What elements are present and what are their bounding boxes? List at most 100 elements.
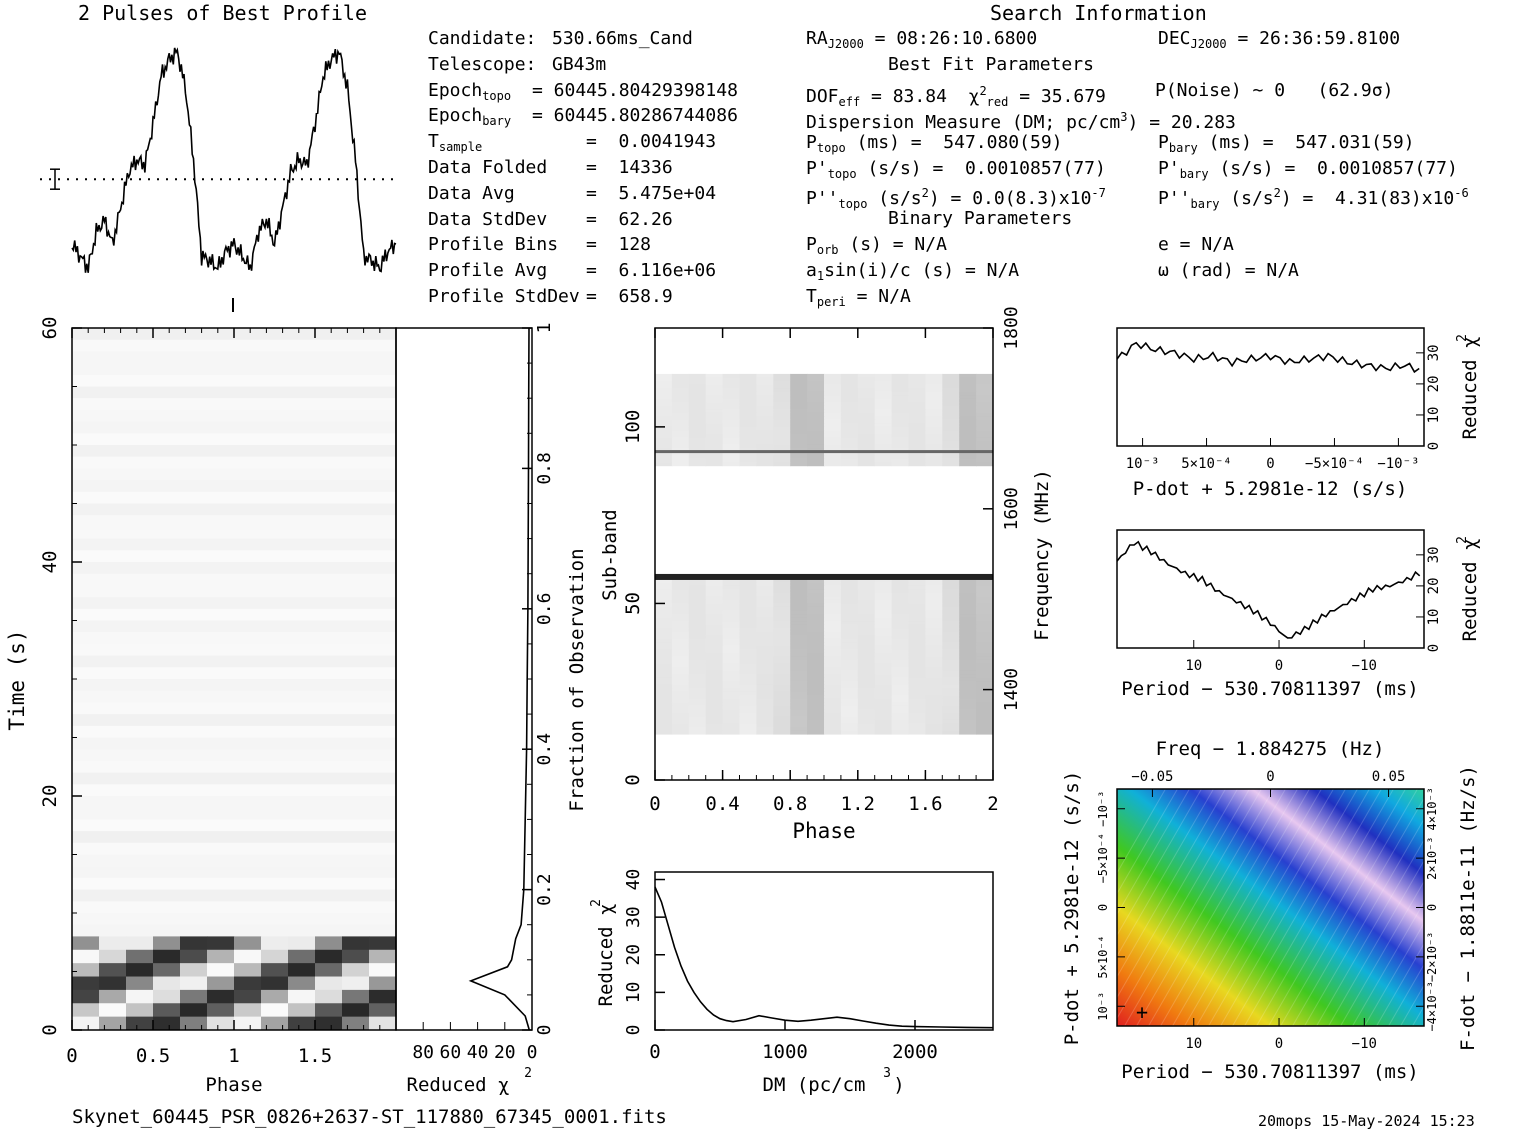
sb-cell [942, 635, 960, 640]
period-chi-curve [1116, 540, 1421, 639]
sb-cell [756, 380, 774, 385]
sb-cell [891, 419, 909, 424]
sb-cell [959, 670, 977, 675]
sb-cell [942, 691, 960, 696]
sb-cell [739, 377, 757, 382]
sb-cell [925, 599, 943, 604]
sb-cell [790, 674, 808, 679]
sb-cell [942, 723, 960, 728]
sb-cell [908, 624, 926, 629]
info-key: T [428, 131, 439, 153]
sb-cell [824, 444, 842, 449]
dm-ylabel: Reduced χ [595, 904, 617, 1007]
sb-cell [959, 712, 977, 717]
sb-cell [857, 395, 876, 400]
info-value: = 62.26 [586, 208, 673, 230]
sb-cell [874, 388, 893, 393]
sb-cell [756, 631, 774, 636]
sb-cell [655, 451, 673, 456]
sb-cell [891, 423, 909, 428]
sb-cell [688, 617, 707, 622]
sb-cell [824, 578, 842, 583]
y-tick-label: 0 [39, 1024, 61, 1035]
sb-cell [739, 649, 757, 654]
tp-band-cell [207, 963, 235, 978]
sb-cell [756, 592, 774, 597]
sb-cell [976, 610, 994, 615]
sb-cell [773, 585, 791, 590]
sb-cell [756, 610, 774, 615]
sb-cell [739, 688, 757, 693]
sb-cell [739, 384, 757, 389]
sb-cell [925, 458, 943, 463]
tp-band-cell [369, 1016, 397, 1031]
ppdot-streak [1485, 769, 1517, 1046]
fraction-axis-label: Fraction of Observation [566, 548, 588, 811]
sb-cell [790, 430, 808, 435]
x-tick-label: 1000 [762, 1041, 808, 1063]
sb-cell [942, 628, 960, 633]
sb-cell [959, 702, 977, 707]
sb-cell [891, 677, 909, 682]
sb-cell [671, 628, 690, 633]
sb-cell [925, 433, 943, 438]
y-tick-label: 10 [623, 982, 644, 1004]
sb-cell [891, 444, 909, 449]
sb-cell [857, 688, 876, 693]
sb-cell [891, 663, 909, 668]
tp-band-cell [234, 936, 262, 951]
sb-cell [857, 730, 876, 735]
sb-cell [722, 649, 740, 654]
sb-cell [655, 688, 673, 693]
info-value: = 14336 [586, 157, 673, 178]
sb-cell [942, 617, 960, 622]
x-tick-label: 80 [412, 1042, 434, 1063]
tp-band-cell [342, 963, 370, 978]
tp-row [72, 585, 396, 598]
filename-label: Skynet_60445_PSR_0826+2637-ST_117880_673… [72, 1106, 667, 1128]
sb-cell [773, 458, 791, 463]
sb-cell [790, 638, 808, 643]
sb-cell [739, 606, 757, 611]
pnoise-line: P(Noise) ~ 0 (62.9σ) [1155, 80, 1394, 101]
tp-row [72, 760, 396, 774]
sb-cell [773, 384, 791, 389]
sb-cell [688, 395, 707, 400]
tp-row [72, 725, 396, 738]
sb-cell [671, 405, 690, 410]
omega-line: ω (rad) = N/A [1158, 260, 1299, 281]
sb-cell [925, 398, 943, 403]
sb-cell [874, 691, 893, 696]
sb-cell [874, 723, 893, 728]
sb-cell [891, 610, 909, 615]
sb-cell [925, 681, 943, 686]
profile-title: 2 Pulses of Best Profile [78, 1, 367, 25]
sb-cell [891, 702, 909, 707]
sb-cell [959, 578, 977, 583]
sb-cell [908, 635, 926, 640]
sb-cell [824, 659, 842, 664]
tp-band-cell [315, 963, 343, 978]
tp-band-cell [342, 1016, 370, 1031]
sb-cell [773, 606, 791, 611]
sb-cell [739, 730, 757, 735]
sb-cell [705, 674, 724, 679]
sb-cell [959, 606, 977, 611]
sb-cell [959, 691, 977, 696]
sb-cell [874, 441, 893, 446]
sb-cell [807, 674, 825, 679]
sb-cell [942, 719, 960, 724]
sb-cell [908, 444, 926, 449]
sb-cell [655, 409, 673, 414]
sb-cell [824, 716, 842, 721]
sb-cell [942, 638, 960, 643]
sb-cell [942, 677, 960, 682]
sb-cell [874, 628, 893, 633]
sb-cell [959, 412, 977, 417]
tp-row [72, 526, 396, 540]
sb-cell [756, 398, 774, 403]
dm-chi-curve [654, 886, 994, 1029]
sb-cell [857, 638, 876, 643]
tp-row [72, 737, 396, 750]
sb-cell [857, 377, 876, 382]
